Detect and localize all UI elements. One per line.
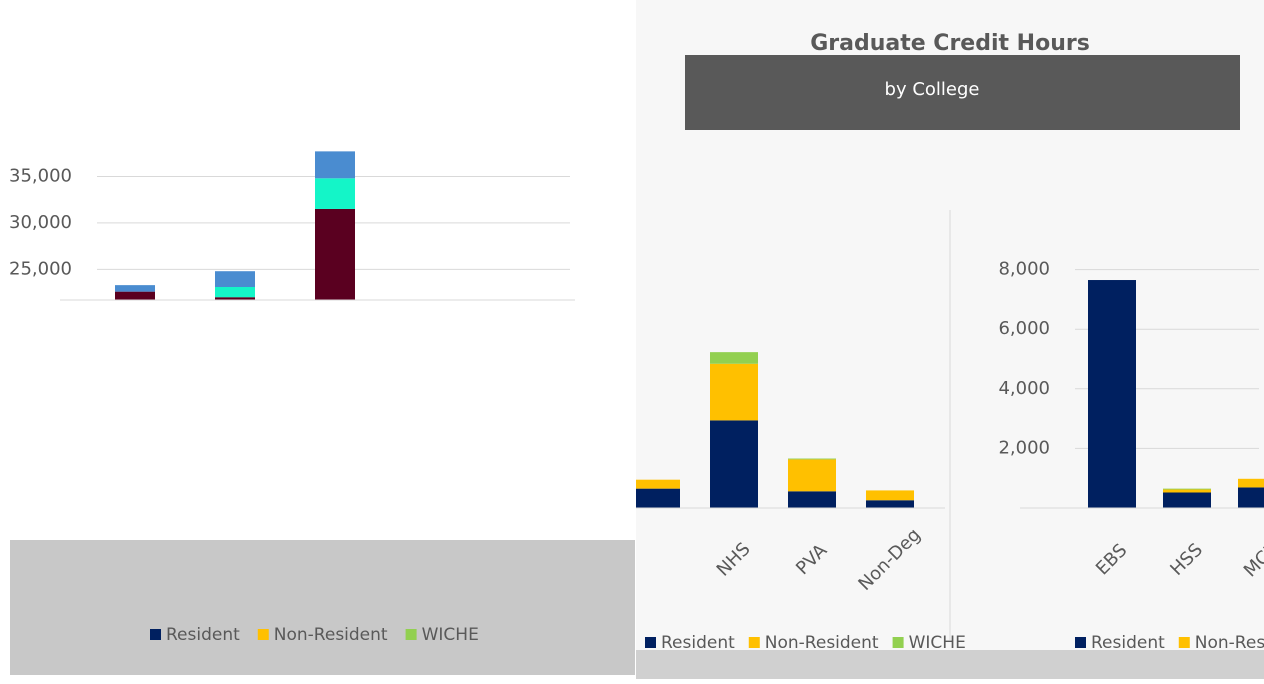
legend-label: WICHE: [422, 625, 479, 645]
legend-swatch: [405, 629, 417, 640]
bar-segment: [215, 286, 255, 298]
bar-segment: [1088, 280, 1136, 508]
bars: [1088, 280, 1264, 508]
bar-segment: [215, 271, 255, 287]
right-footer: [636, 650, 1264, 679]
legend-swatch: [257, 629, 269, 640]
y-tick-label: 6,000: [998, 318, 1050, 339]
legend-label: Resident: [1091, 633, 1165, 653]
bar-segment: [636, 488, 680, 508]
legend-swatch: [150, 629, 161, 640]
bar-segment: [1163, 488, 1211, 490]
bar-segment: [315, 151, 355, 179]
bar-segment: [866, 500, 914, 508]
legend-label: Resident: [661, 633, 735, 653]
legend-swatch: [1075, 637, 1086, 648]
bar-segment: [710, 363, 758, 421]
chart-subtitle: by College: [885, 79, 980, 100]
bar-segment: [115, 285, 155, 292]
legend-swatch: [645, 637, 656, 648]
bar-segment: [710, 352, 758, 364]
bar-segment: [788, 491, 836, 508]
bar-segment: [1238, 487, 1264, 508]
legend-swatch: [748, 637, 760, 648]
bar-segment: [866, 490, 914, 501]
left-footer: [10, 540, 635, 675]
bar-segment: [315, 208, 355, 300]
bar-segment: [710, 420, 758, 508]
bar-segment: [1163, 489, 1211, 493]
bar-segment: [115, 291, 155, 300]
y-tick-label: 4,000: [998, 378, 1050, 399]
y-tick-label: 30,000: [9, 212, 72, 233]
legend-label: WICHE: [909, 633, 966, 653]
legend-label: Resident: [166, 625, 240, 645]
bar-segment: [1163, 492, 1211, 508]
bar-segment: [636, 479, 680, 489]
legend-label: Non-Resident: [1195, 633, 1264, 653]
y-tick-label: 25,000: [9, 258, 72, 279]
legend-swatch: [1178, 637, 1190, 648]
bar-segment: [788, 459, 836, 492]
chart-title: Graduate Credit Hours: [810, 31, 1090, 56]
legend-swatch: [892, 637, 904, 648]
y-tick-label: 35,000: [9, 165, 72, 186]
bars: [115, 151, 355, 300]
bar-segment: [315, 178, 355, 209]
bar-segment: [215, 297, 255, 300]
y-tick-label: 2,000: [998, 437, 1050, 458]
legend-label: Non-Resident: [765, 633, 879, 653]
bars: [636, 352, 914, 508]
bar-segment: [1238, 478, 1264, 488]
legend-label: Non-Resident: [274, 625, 388, 645]
y-tick-label: 8,000: [998, 259, 1050, 280]
bar-segment: [788, 458, 836, 460]
banner: [685, 55, 1240, 130]
